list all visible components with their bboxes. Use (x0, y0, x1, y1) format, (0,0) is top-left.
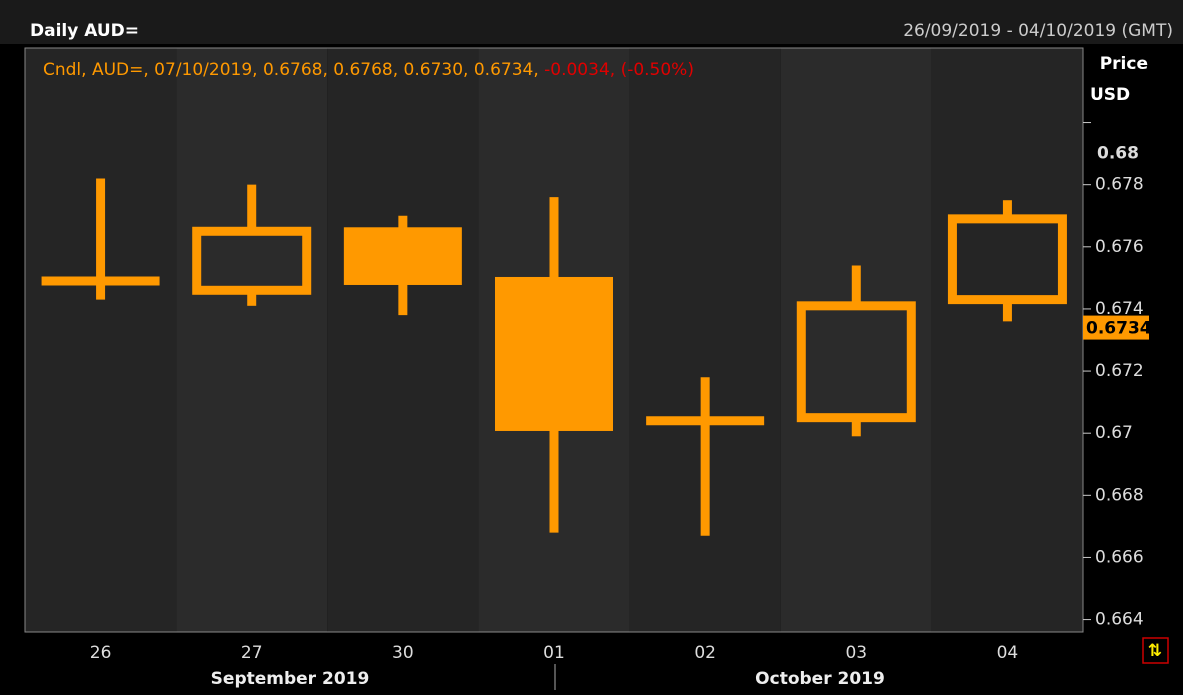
x-tick-label: 01 (543, 643, 565, 663)
x-tick-label: 30 (392, 643, 414, 663)
candle-body (343, 227, 462, 285)
y-tick-label: 0.666 (1095, 547, 1144, 567)
day-band (780, 48, 932, 632)
plot-frame (24, 47, 1084, 633)
info-line: Cndl, AUD=, 07/10/2019, 0.6768, 0.6768, … (43, 60, 694, 80)
candle-body (796, 301, 916, 423)
day-band (176, 48, 328, 632)
y-tick-label: 0.67 (1095, 423, 1133, 443)
axis-label: Price (1100, 54, 1148, 74)
day-band (327, 48, 479, 632)
y-tick-label: 0.674 (1095, 299, 1144, 319)
icon-frame[interactable] (1142, 637, 1169, 664)
candle-body (947, 214, 1067, 305)
y-tick-label: 0.676 (1095, 237, 1144, 257)
last-price-box (1083, 315, 1149, 340)
menu-icon[interactable]: ⇅ (1142, 637, 1169, 664)
y-tick-label: 0.68 (1097, 144, 1139, 164)
last-price-label: 0.6734 (1086, 319, 1152, 339)
month-label: September 2019 (211, 669, 370, 689)
date-range: 26/09/2019 - 04/10/2019 (GMT) (903, 21, 1173, 41)
x-tick-label: 02 (694, 643, 716, 663)
x-tick-label: 27 (241, 643, 263, 663)
y-tick-label: 0.672 (1095, 361, 1144, 381)
header-bar (0, 0, 1183, 44)
y-tick-label: 0.664 (1095, 610, 1144, 630)
candle-body (495, 276, 613, 431)
x-tick-label: 26 (90, 643, 112, 663)
chart-title: Daily AUD= (30, 21, 139, 41)
y-tick-label: 0.668 (1095, 485, 1144, 505)
info-values: Cndl, AUD=, 07/10/2019, 0.6768, 0.6768, … (43, 60, 544, 80)
day-band (25, 48, 177, 632)
info-change: -0.0034, (-0.50%) (544, 60, 694, 80)
day-band (931, 48, 1083, 632)
y-tick-label: 0.678 (1095, 175, 1144, 195)
x-tick-label: 03 (845, 643, 867, 663)
icon-glyph[interactable]: ⇅ (1148, 641, 1162, 661)
x-tick-label: 04 (997, 643, 1019, 663)
day-band (629, 48, 781, 632)
axis-label: USD (1090, 85, 1130, 105)
month-label: October 2019 (755, 669, 885, 689)
candle-body (192, 226, 312, 295)
